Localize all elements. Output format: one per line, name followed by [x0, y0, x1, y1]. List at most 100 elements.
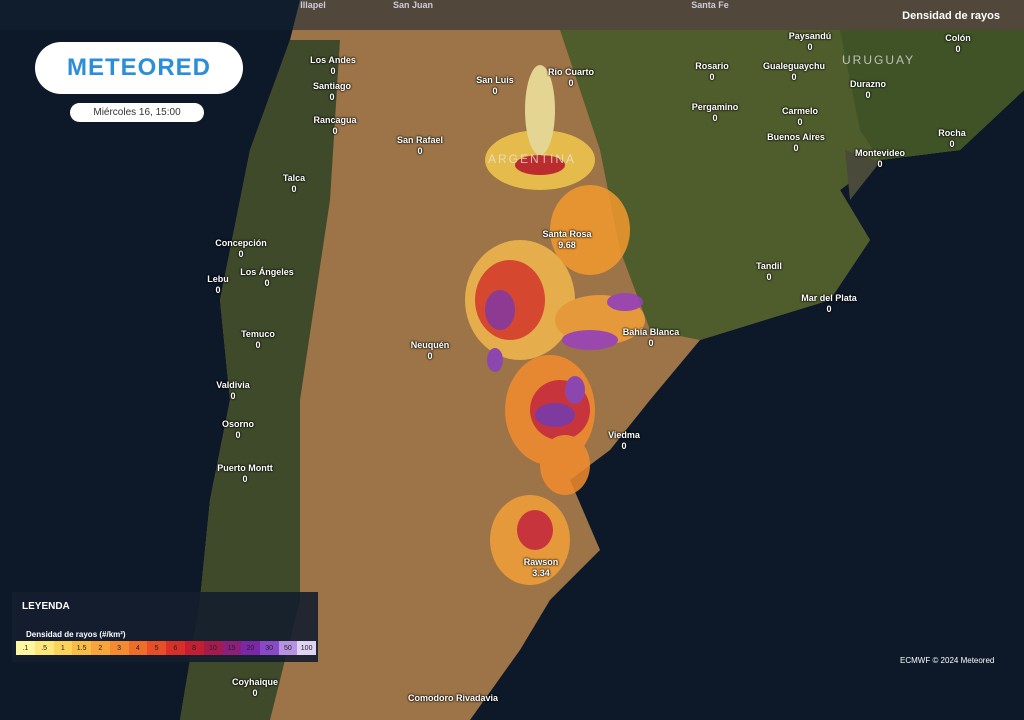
city-name: Concepción — [215, 238, 267, 248]
legend-step: 30 — [259, 641, 279, 655]
city-value: 0 — [955, 44, 961, 54]
city-label: Concepción 0 — [215, 238, 267, 260]
city-value: 0 — [709, 72, 715, 82]
city-value: 0 — [255, 340, 261, 350]
city-value: 0 — [427, 351, 433, 361]
city-value: 0 — [648, 338, 654, 348]
city-name: Colón — [945, 33, 971, 43]
city-name: Pergamino — [691, 102, 739, 112]
city-name: Comodoro Rivadavia — [407, 693, 499, 703]
city-name: Temuco — [241, 329, 275, 339]
city-label: Osorno 0 — [222, 419, 254, 441]
city-label: San Luis 0 — [476, 75, 514, 97]
city-value: 0 — [949, 139, 955, 149]
city-label: Santa Rosa 9.68 — [542, 229, 591, 251]
city-name: Los Andes — [310, 55, 356, 65]
city-value: 0 — [793, 143, 799, 153]
city-name: Durazno — [850, 79, 886, 89]
city-label: Pergamino 0 — [692, 102, 739, 124]
legend-title: LEYENDA — [22, 601, 70, 612]
city-value: 0 — [712, 113, 718, 123]
city-name: Rancagua — [313, 115, 357, 125]
city-label: Comodoro Rivadavia — [408, 693, 498, 704]
city-label: Mar del Plata 0 — [801, 293, 857, 315]
city-label: Buenos Aires 0 — [767, 132, 825, 154]
legend-subtitle: Densidad de rayos (#/km²) — [26, 630, 126, 639]
city-label: Carmelo 0 — [782, 106, 818, 128]
place-label: San Juan — [392, 0, 434, 10]
city-label: Neuquén 0 — [411, 340, 450, 362]
city-name: Mar del Plata — [801, 293, 857, 303]
city-label: Los Ángeles 0 — [240, 267, 294, 289]
legend-step: 3 — [109, 641, 129, 655]
city-name: Buenos Aires — [767, 132, 825, 142]
city-value: 0 — [417, 146, 423, 156]
city-name: Santiago — [312, 81, 352, 91]
city-label: San Rafael 0 — [397, 135, 443, 157]
legend-step: 5 — [147, 641, 166, 655]
city-name: Rocha — [938, 128, 966, 138]
city-name: Bahía Blanca — [622, 327, 680, 337]
logo[interactable]: METEORED — [35, 42, 243, 94]
city-label: Los Andes 0 — [310, 55, 356, 77]
city-label: Temuco 0 — [241, 329, 275, 351]
city-value: 3.34 — [532, 568, 550, 578]
city-label: Valdivia 0 — [216, 380, 250, 402]
city-name: Paysandú — [788, 31, 832, 41]
city-label: Rio Cuarto 0 — [548, 67, 594, 89]
city-value: 9.68 — [558, 240, 576, 250]
region-label: URUGUAY — [842, 53, 916, 67]
region-label: ARGENTINA — [488, 152, 577, 166]
city-name: Neuquén — [410, 340, 450, 350]
city-label: Rocha 0 — [938, 128, 966, 150]
city-name: Tandil — [756, 261, 782, 271]
city-name: Talca — [282, 173, 306, 183]
datetime[interactable]: Miércoles 16, 15:00 — [70, 103, 204, 122]
top-bar — [0, 0, 1024, 30]
legend-bar: .1.5 1 1.5 2 3 4 5 6 8 10 15 20 30 50 100 — [16, 641, 316, 655]
city-label: Colón 0 — [945, 33, 971, 55]
city-label: Rawson 3.34 — [524, 557, 559, 579]
city-name: Los Ángeles — [240, 267, 294, 277]
city-label: Durazno 0 — [850, 79, 886, 101]
city-name: Osorno — [221, 419, 255, 429]
city-name: Valdivia — [216, 380, 250, 390]
city-value: 0 — [492, 86, 498, 96]
city-label: Montevideo 0 — [855, 148, 905, 170]
city-value: 0 — [330, 66, 336, 76]
city-name: Santa Rosa — [542, 229, 592, 239]
city-name: Viedma — [608, 430, 640, 440]
legend-step: 8 — [184, 641, 204, 655]
place-label: Santa Fe — [691, 0, 729, 10]
city-value: 0 — [877, 159, 883, 169]
city-name: San Luis — [476, 75, 514, 85]
city-name: San Rafael — [396, 135, 444, 145]
legend-step: 6 — [166, 641, 185, 655]
legend-step: 2 — [91, 641, 110, 655]
city-value: 0 — [242, 474, 248, 484]
city-name: Puerto Montt — [217, 463, 273, 473]
city-name: Rosario — [695, 61, 729, 71]
city-label: Rancagua 0 — [313, 115, 356, 137]
city-label: Paysandú 0 — [789, 31, 832, 53]
legend-step: 15 — [222, 641, 241, 655]
city-value: 0 — [568, 78, 574, 88]
legend-step: 4 — [128, 641, 148, 655]
legend-step: 20 — [241, 641, 260, 655]
city-name: Rio Cuarto — [548, 67, 594, 77]
city-label: Rosario 0 — [695, 61, 729, 83]
layer-title[interactable]: Densidad de rayos — [902, 10, 1000, 22]
city-name: Gualeguaychu — [762, 61, 826, 71]
city-name: Lebu — [207, 274, 229, 284]
credit: ECMWF © 2024 Meteored — [900, 656, 995, 665]
city-value: 0 — [329, 92, 335, 102]
legend-step: 1 — [53, 641, 73, 655]
legend-step: .1 — [16, 641, 35, 655]
legend: LEYENDA Densidad de rayos (#/km²) .1.5 1 1… — [12, 592, 318, 662]
city-name: Coyhaique — [231, 677, 279, 687]
city-value: 0 — [264, 278, 270, 288]
legend-step: .5 — [34, 641, 54, 655]
place-label: Illapel — [300, 0, 326, 10]
city-value: 0 — [235, 430, 241, 440]
